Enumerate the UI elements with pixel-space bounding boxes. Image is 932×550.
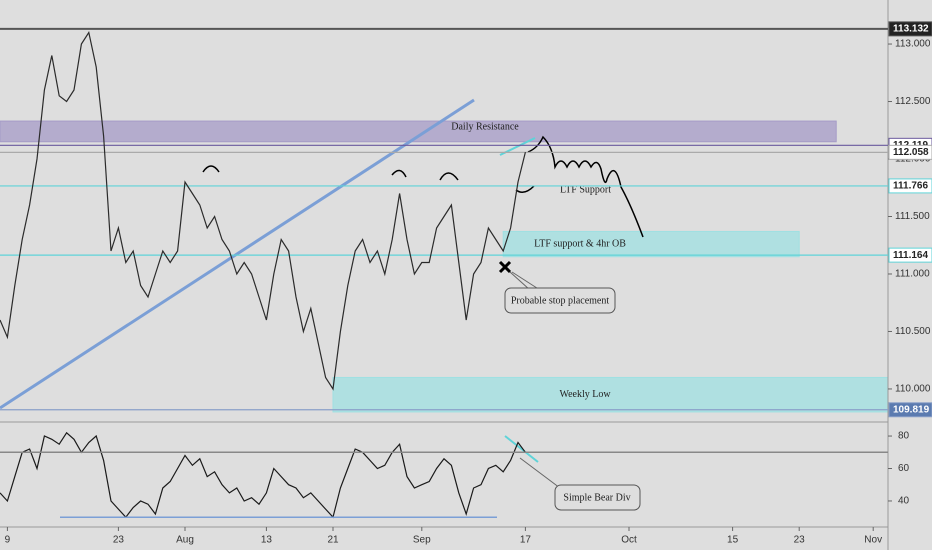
y-tick-label: 110.000 bbox=[895, 384, 931, 395]
y-tick-label: 111.500 bbox=[895, 211, 930, 222]
x-tick-label: 13 bbox=[261, 535, 273, 546]
x-tick-label: 21 bbox=[327, 535, 339, 546]
zone-label: Weekly Low bbox=[559, 389, 611, 400]
y-tick-label: 111.000 bbox=[895, 269, 930, 280]
x-tick-label: 17 bbox=[520, 535, 532, 546]
level-tag bbox=[888, 402, 932, 418]
x-tick-label: 23 bbox=[113, 535, 125, 546]
level-label: 111.164 bbox=[893, 250, 928, 261]
level-tag bbox=[888, 247, 932, 263]
level-label: 109.819 bbox=[893, 404, 930, 415]
rsi-line bbox=[0, 431, 526, 519]
y-tick-label: 110.500 bbox=[895, 326, 931, 337]
level-tag bbox=[888, 178, 932, 194]
annotation: Probable stop placement bbox=[511, 295, 610, 306]
x-tick-label: 23 bbox=[794, 535, 806, 546]
x-tick-label: Aug bbox=[176, 535, 194, 546]
level-tag bbox=[888, 144, 932, 160]
x-tick-label: 9 bbox=[5, 535, 11, 546]
level-label: 112.058 bbox=[893, 147, 929, 158]
callout-pointer bbox=[509, 271, 541, 291]
rsi-tick-label: 60 bbox=[898, 463, 910, 474]
price-line bbox=[0, 30, 526, 391]
div-line bbox=[504, 435, 539, 463]
annotation: Simple Bear Div bbox=[563, 492, 630, 503]
annotation: LTF Support bbox=[560, 184, 611, 195]
level-label: 113.132 bbox=[893, 23, 929, 34]
x-tick-label: Sep bbox=[413, 535, 431, 546]
zone-label: LTF support & 4hr OB bbox=[534, 238, 626, 249]
zone bbox=[332, 376, 889, 413]
x-marker bbox=[498, 260, 512, 274]
zone bbox=[502, 230, 800, 258]
callout-pointer bbox=[519, 457, 561, 489]
y-tick-label: 113.000 bbox=[895, 39, 931, 50]
x-tick-label: 15 bbox=[727, 535, 739, 546]
x-tick-label: Nov bbox=[864, 535, 882, 546]
level-label: 111.766 bbox=[893, 181, 928, 192]
rsi-tick-label: 80 bbox=[898, 431, 910, 442]
x-tick-label: Oct bbox=[621, 535, 637, 546]
zone bbox=[0, 120, 837, 143]
projection bbox=[202, 135, 644, 238]
callout-box bbox=[504, 287, 616, 314]
level-tag bbox=[888, 21, 932, 37]
callout-box bbox=[554, 484, 641, 511]
zone-label: Daily Resistance bbox=[451, 122, 519, 133]
y-tick-label: 112.500 bbox=[895, 96, 931, 107]
rsi-tick-label: 40 bbox=[898, 496, 910, 507]
trendline bbox=[0, 98, 475, 410]
